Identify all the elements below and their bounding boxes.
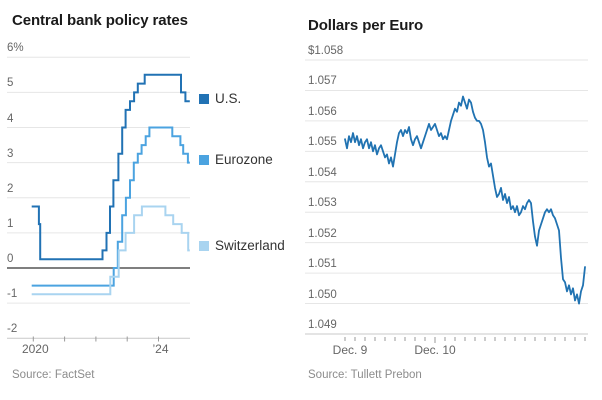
left-y-tick-label: -2 [7, 323, 18, 336]
right-y-tick-label: 1.056 [308, 105, 337, 118]
left-y-tick-label: 2 [7, 182, 14, 195]
eurozone-legend-label: Eurozone [215, 152, 273, 167]
us-legend-label: U.S. [215, 91, 242, 106]
series-line-dollars-per-euro [344, 95, 586, 305]
left-y-tick-label: 5 [7, 77, 14, 90]
legend-item-switzerland: Switzerland [199, 238, 285, 253]
right-chart-title: Dollars per Euro [308, 17, 424, 34]
legend-item-eurozone: Eurozone [199, 152, 273, 167]
eurozone-legend-swatch [199, 154, 209, 165]
right-y-tick-label: 1.052 [308, 227, 337, 240]
right-y-tick-label: 1.057 [308, 75, 337, 88]
us-legend-swatch [199, 93, 209, 104]
right-y-tick-label: 1.053 [308, 197, 337, 210]
left-y-tick-label: 6% [7, 42, 24, 55]
right-y-tick-label: $1.058 [308, 45, 344, 57]
right-y-tick-label: 1.049 [308, 319, 337, 331]
series-line-switzerland [31, 205, 190, 296]
switzerland-legend-label: Switzerland [215, 238, 285, 253]
left-y-tick-label: 3 [7, 147, 14, 160]
left-x-tick-label: 2020 [21, 342, 49, 356]
left-x-tick-label: ’24 [152, 342, 169, 356]
switzerland-legend-swatch [199, 240, 209, 251]
series-line-eurozone [31, 126, 190, 287]
right-x-tick-label: Dec. 9 [332, 343, 368, 357]
left-y-tick-label: 4 [7, 112, 14, 125]
left-y-tick-label: -1 [7, 288, 18, 301]
right-x-tick-label: Dec. 10 [414, 343, 456, 357]
right-y-tick-label: 1.050 [308, 288, 337, 301]
left-y-tick-label: 0 [7, 253, 14, 265]
left-chart-title: Central bank policy rates [12, 12, 188, 29]
legend-item-us: U.S. [199, 91, 241, 106]
left-y-tick-label: 1 [7, 217, 14, 230]
right-chart-source: Source: Tullett Prebon [308, 369, 422, 381]
right-y-tick-label: 1.054 [308, 166, 337, 179]
left-chart-source: Source: FactSet [12, 369, 95, 381]
right-y-tick-label: 1.051 [308, 258, 337, 271]
right-y-tick-label: 1.055 [308, 136, 337, 149]
series-line-us [31, 73, 190, 261]
